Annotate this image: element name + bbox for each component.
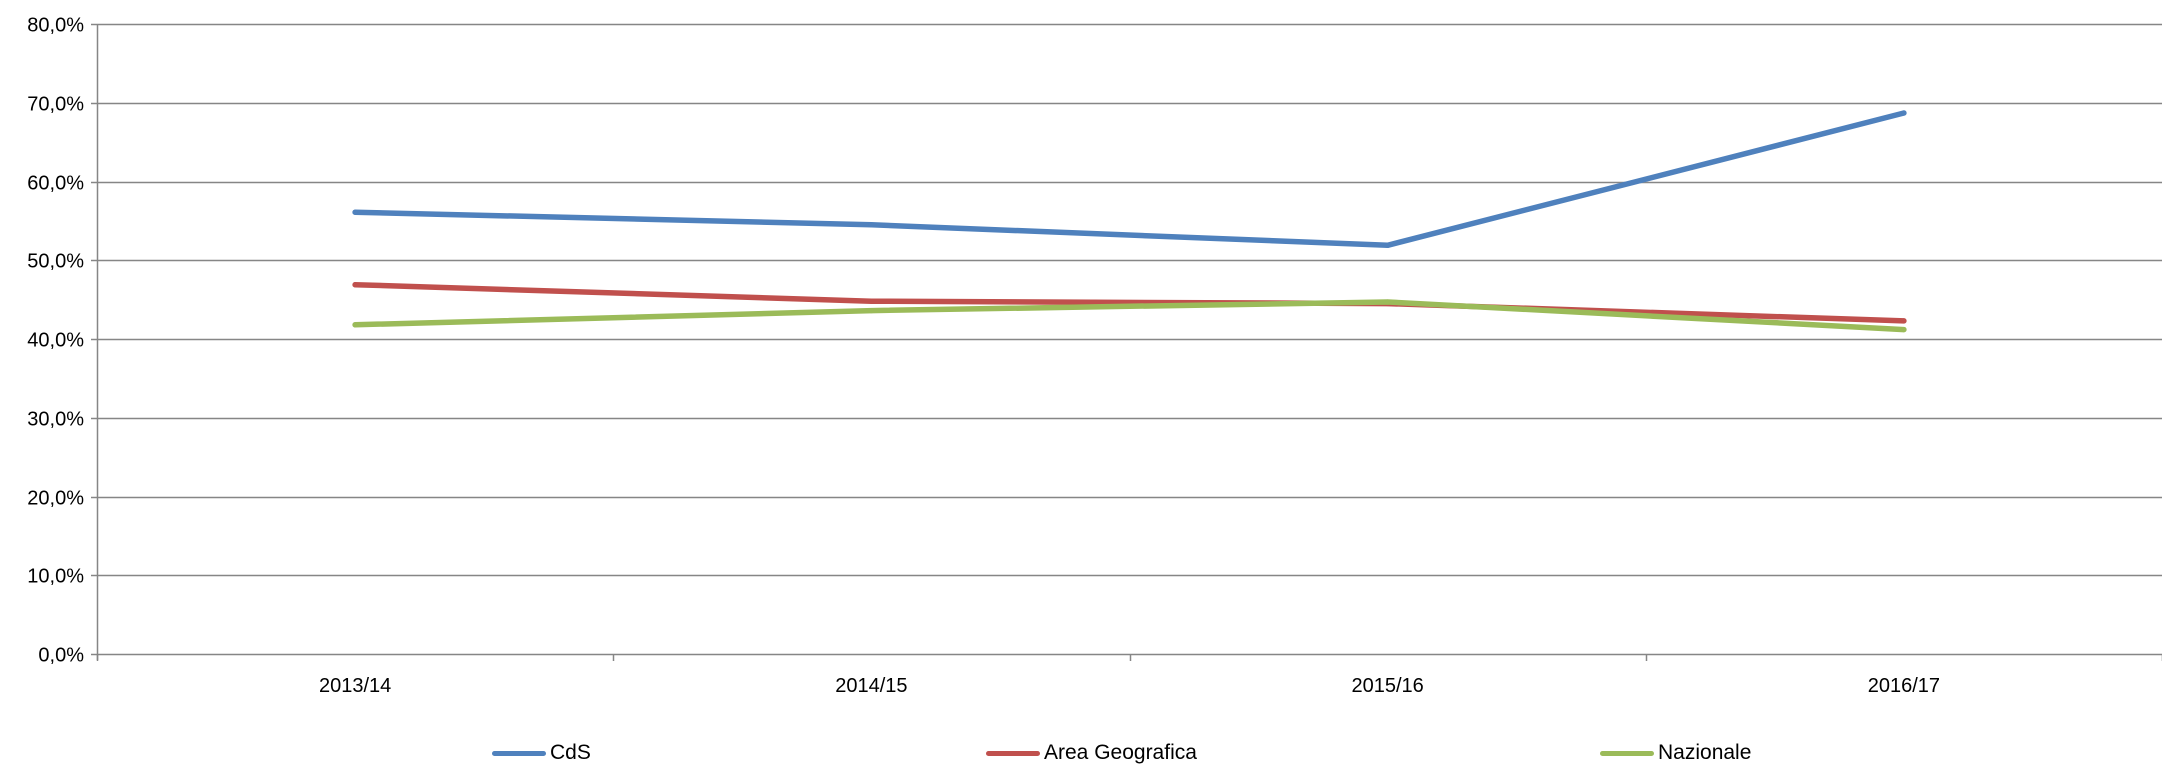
data-point — [352, 282, 358, 288]
y-tick-label: 20,0% — [27, 488, 84, 510]
legend: CdS Area Geografica Nazionale — [0, 740, 2162, 766]
series-line-area-geografica — [352, 281, 1907, 324]
data-point — [1901, 318, 1907, 324]
x-tick-label: 2016/17 — [1868, 675, 1940, 697]
line-chart: 0,0% 10,0% 20,0% 30,0% 40,0% 50,0% 60,0% 70,0% 8… — [27, 15, 2162, 697]
x-tick-label: 2015/16 — [1351, 675, 1423, 697]
data-point — [868, 308, 874, 314]
series-line-nazionale — [352, 299, 1907, 333]
x-tick-label: 2013/14 — [319, 675, 391, 697]
data-point — [868, 298, 874, 304]
legend-swatch-cds — [492, 750, 546, 756]
legend-item-cds: CdS — [492, 740, 591, 766]
legend-label-nazionale: Nazionale — [1658, 741, 1752, 764]
legend-swatch-area-geografica — [986, 750, 1040, 756]
data-point — [1385, 299, 1391, 305]
data-point — [352, 209, 358, 215]
y-tick-label: 0,0% — [38, 645, 84, 667]
legend-label-cds: CdS — [550, 741, 591, 764]
y-tick-label: 30,0% — [27, 409, 84, 431]
data-point — [1901, 326, 1907, 333]
y-tick-labels: 0,0% 10,0% 20,0% 30,0% 40,0% 50,0% 60,0% 70,0% 8… — [27, 15, 84, 667]
legend-item-area-geografica: Area Geografica — [986, 740, 1197, 766]
axes — [91, 23, 2162, 661]
legend-label-area-geografica: Area Geografica — [1044, 741, 1197, 764]
data-point — [1901, 110, 1907, 116]
y-tick-label: 70,0% — [27, 94, 84, 116]
data-point — [1385, 242, 1391, 248]
x-tick-labels: 2013/14 2014/15 2015/16 2016/17 — [319, 675, 1940, 697]
y-tick-label: 80,0% — [27, 15, 84, 37]
legend-item-nazionale: Nazionale — [1600, 740, 1751, 766]
y-tick-label: 10,0% — [27, 566, 84, 588]
data-point — [868, 222, 874, 228]
series-line-cds — [352, 110, 1907, 249]
data-point — [352, 322, 358, 328]
y-tick-label: 50,0% — [27, 251, 84, 273]
series-lines — [352, 110, 1907, 333]
y-tick-label: 60,0% — [27, 173, 84, 195]
gridlines — [97, 23, 2162, 577]
y-tick-label: 40,0% — [27, 330, 84, 352]
x-tick-label: 2014/15 — [835, 675, 907, 697]
legend-swatch-nazionale — [1600, 750, 1654, 756]
